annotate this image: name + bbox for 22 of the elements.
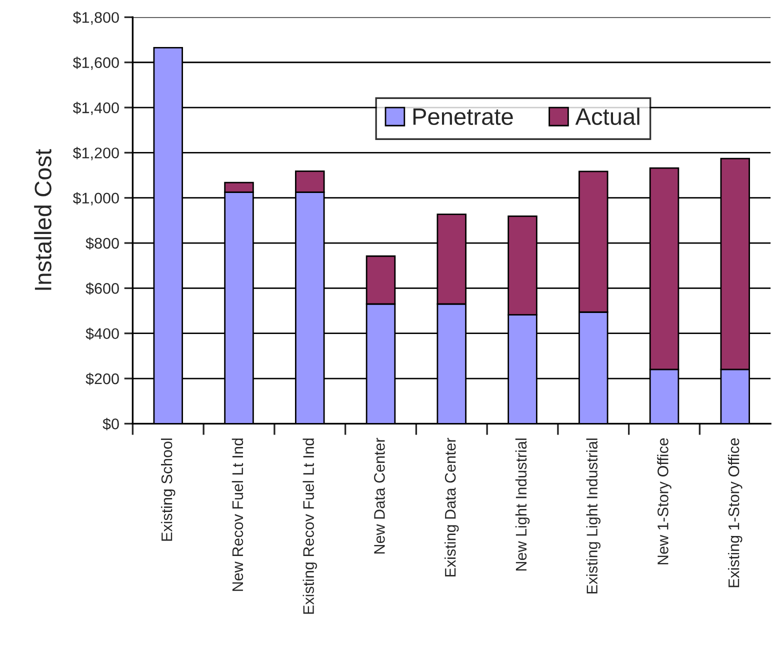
- legend-label: Actual: [575, 108, 640, 126]
- x-tick-label: Existing Recov Fuel Lt Ind: [302, 438, 318, 614]
- y-tick-label: $800: [86, 237, 119, 250]
- y-tick-label: $1,800: [72, 11, 119, 25]
- x-tick-label: New Data Center: [374, 438, 385, 554]
- y-tick-label: $200: [86, 372, 119, 386]
- y-tick-label: $600: [86, 282, 119, 295]
- y-tick-label: $1,600: [72, 56, 119, 70]
- y-tick-label: $1,000: [72, 192, 119, 206]
- x-tick-label: Existing Light Industrial: [586, 438, 600, 594]
- y-tick-label: $400: [86, 328, 119, 340]
- y-tick-label: $0: [102, 418, 119, 430]
- y-axis-title: Installed Cost: [34, 149, 52, 290]
- legend-label: Penetrate: [413, 108, 513, 126]
- y-tick-label: $1,400: [72, 102, 119, 116]
- x-tick-label: New 1-Story Office: [657, 438, 672, 564]
- x-tick-label: New Recov Fuel Lt Ind: [232, 438, 244, 591]
- x-tick-label: Existing School: [161, 438, 176, 541]
- x-tick-label: Existing Data Center: [444, 438, 459, 576]
- y-tick-label: $1,200: [72, 146, 119, 160]
- x-tick-label: Existing 1-Story Office: [728, 438, 742, 588]
- x-tick-label: New Light Industrial: [515, 438, 530, 570]
